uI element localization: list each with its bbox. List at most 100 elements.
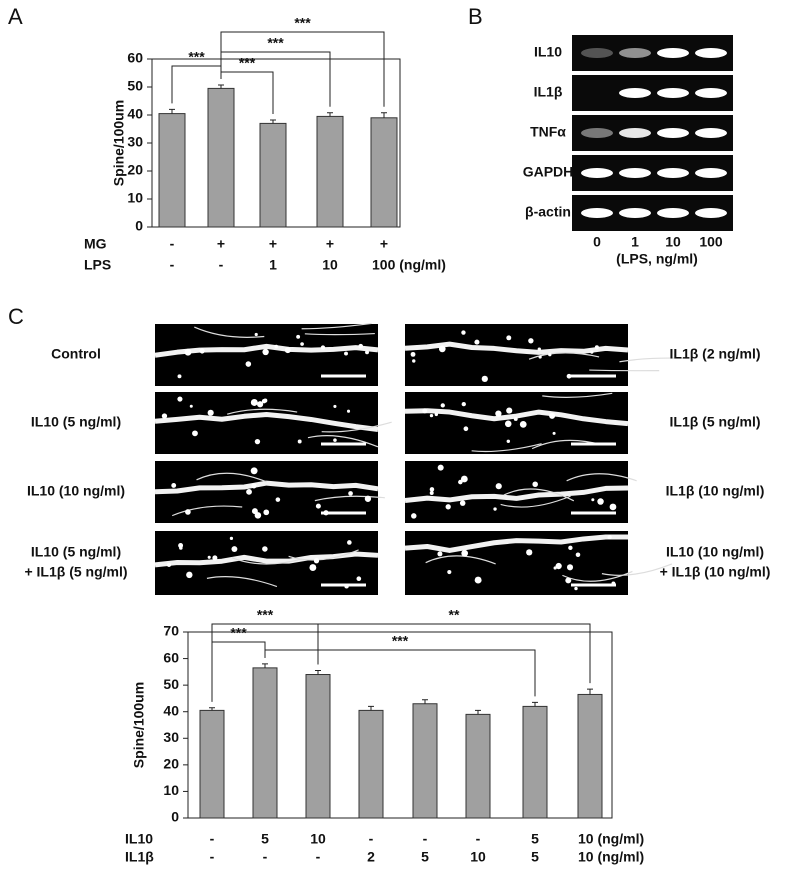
spine (506, 439, 511, 443)
condition-label: 10 (310, 831, 326, 847)
neurite (194, 326, 265, 338)
condition-name: IL10 (125, 831, 153, 847)
neurite (227, 408, 298, 415)
error-bar (587, 688, 593, 695)
spine (250, 398, 258, 406)
spine (438, 345, 446, 353)
spine (445, 504, 451, 510)
error-bar (315, 670, 321, 675)
significance-label: *** (188, 49, 205, 65)
spine (333, 404, 337, 409)
spine (185, 509, 191, 515)
spine (231, 546, 238, 553)
spine (597, 498, 604, 505)
gel-band (657, 48, 689, 58)
gene-label: IL10 (534, 44, 562, 60)
spine (590, 350, 594, 354)
spine (528, 338, 534, 344)
spine (333, 438, 337, 442)
spine (575, 552, 581, 558)
spine (263, 509, 270, 516)
condition-caption: Control (51, 346, 101, 362)
error-bar (270, 119, 276, 124)
spine (254, 438, 261, 445)
condition-label: + (380, 236, 388, 252)
spine (207, 555, 211, 559)
condition-label: - (170, 257, 175, 273)
y-tick-label: 50 (163, 676, 179, 692)
spine (461, 549, 469, 557)
condition-label: 5 (421, 849, 429, 865)
spine (199, 348, 205, 354)
spine (495, 483, 502, 490)
spine (262, 546, 268, 552)
y-tick-label: 50 (127, 78, 143, 94)
spine (254, 332, 258, 337)
neurite (619, 357, 690, 363)
spine (566, 373, 572, 379)
spine (358, 343, 364, 349)
bar (252, 667, 278, 819)
condition-label: 100 (ng/ml) (372, 257, 446, 273)
significance-label: *** (239, 55, 256, 71)
spine (495, 410, 502, 417)
neurite (542, 392, 613, 398)
spine (251, 483, 257, 489)
dendrite (154, 343, 379, 358)
spine (526, 549, 533, 556)
gel-band (581, 48, 613, 58)
spine (460, 475, 468, 483)
dendrite (404, 341, 629, 355)
neurite (425, 555, 496, 565)
spine (250, 467, 258, 475)
spine (429, 487, 435, 492)
plot-frame (187, 631, 613, 819)
spine (297, 439, 302, 444)
gel-band (657, 88, 689, 98)
spine (348, 491, 353, 496)
neurite (206, 576, 278, 588)
spine (207, 409, 214, 416)
spine (179, 546, 183, 550)
bar (370, 117, 398, 228)
lane-label: 100 (699, 234, 723, 250)
spine (513, 417, 518, 421)
significance-label: ** (449, 607, 460, 623)
condition-label: - (476, 831, 481, 847)
error-bar (327, 112, 333, 117)
spine (347, 540, 352, 545)
condition-label: 10 (470, 849, 486, 865)
error-bar (532, 701, 538, 707)
spine (440, 403, 445, 408)
lane-label: 1 (631, 234, 639, 250)
condition-label: 10 (ng/ml) (578, 831, 644, 847)
error-bar (262, 663, 268, 668)
y-tick-label: 20 (127, 162, 143, 178)
gel-band (695, 168, 727, 178)
condition-label: + (217, 236, 225, 252)
panel-label: A (8, 4, 23, 29)
spine (461, 401, 466, 407)
condition-caption: IL1β (10 ng/ml) (666, 483, 765, 499)
spine (458, 479, 463, 485)
y-tick-label: 30 (127, 134, 143, 150)
condition-caption: IL10 (5 ng/ml) (31, 414, 121, 430)
spine (284, 347, 291, 354)
spine (549, 412, 556, 419)
significance-bracket (220, 31, 385, 107)
spine (434, 412, 439, 417)
neurite (314, 495, 385, 502)
condition-label: 2 (367, 849, 375, 865)
significance-bracket (220, 51, 331, 107)
gel-band (581, 168, 613, 178)
spine (262, 348, 269, 356)
significance-bracket (264, 649, 536, 697)
spine (344, 351, 348, 356)
y-tick-label: 30 (163, 729, 179, 745)
y-tick-label: 60 (163, 649, 179, 665)
spine (474, 576, 482, 584)
significance-label: *** (257, 607, 274, 623)
y-tick-label: 20 (163, 756, 179, 772)
gel-band (581, 208, 613, 218)
neurite (307, 435, 379, 448)
